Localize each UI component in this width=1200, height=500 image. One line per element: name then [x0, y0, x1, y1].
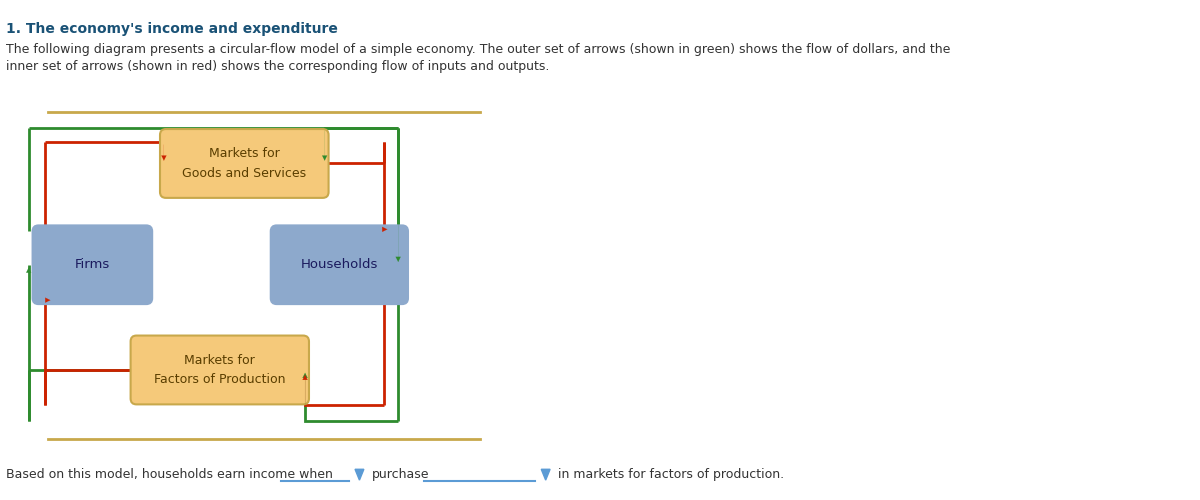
Text: inner set of arrows (shown in red) shows the corresponding flow of inputs and ou: inner set of arrows (shown in red) shows…	[6, 60, 550, 73]
Text: Goods and Services: Goods and Services	[182, 167, 306, 180]
Text: 1. The economy's income and expenditure: 1. The economy's income and expenditure	[6, 22, 337, 36]
Text: purchase: purchase	[372, 468, 430, 480]
Polygon shape	[541, 470, 550, 480]
Text: Households: Households	[301, 258, 378, 271]
FancyBboxPatch shape	[32, 226, 152, 304]
Text: Factors of Production: Factors of Production	[154, 374, 286, 386]
FancyBboxPatch shape	[271, 226, 408, 304]
Text: Based on this model, households earn income when: Based on this model, households earn inc…	[6, 468, 332, 480]
FancyBboxPatch shape	[160, 129, 329, 198]
Text: The following diagram presents a circular-flow model of a simple economy. The ou: The following diagram presents a circula…	[6, 44, 950, 57]
Text: Markets for: Markets for	[185, 354, 256, 366]
Text: in markets for factors of production.: in markets for factors of production.	[558, 468, 784, 480]
FancyBboxPatch shape	[131, 336, 308, 404]
Text: Markets for: Markets for	[209, 147, 280, 160]
Text: Firms: Firms	[74, 258, 110, 271]
Polygon shape	[355, 470, 364, 480]
